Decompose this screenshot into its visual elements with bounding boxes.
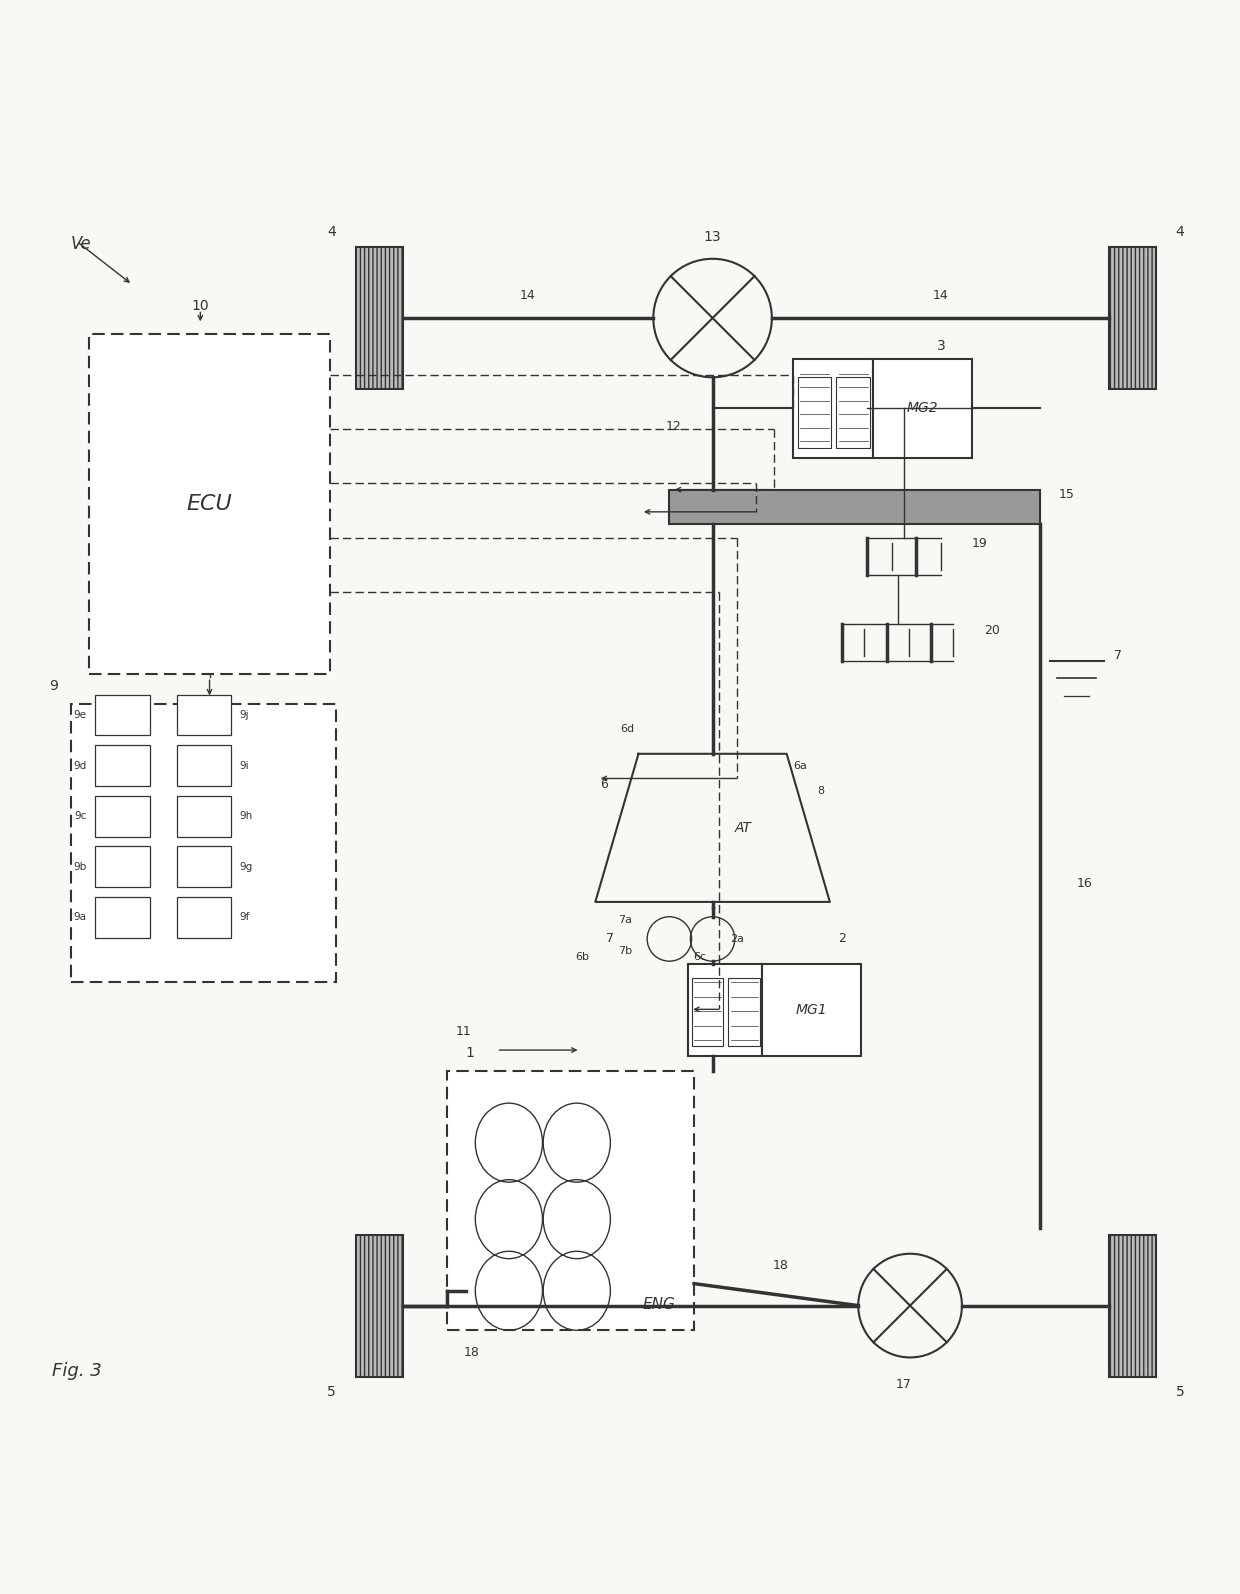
Text: ENG: ENG — [642, 1298, 676, 1312]
Text: 9d: 9d — [73, 760, 87, 770]
Text: 14: 14 — [520, 290, 536, 303]
Bar — [95, 744, 150, 786]
Text: 6a: 6a — [792, 762, 807, 771]
Bar — [797, 376, 832, 448]
Text: 9h: 9h — [239, 811, 253, 821]
Text: 3: 3 — [936, 340, 945, 354]
Bar — [688, 964, 761, 1057]
Text: 19: 19 — [972, 537, 987, 550]
Bar — [356, 1235, 403, 1377]
Bar — [873, 359, 972, 457]
Bar — [177, 846, 231, 888]
Text: 12: 12 — [666, 421, 682, 434]
Text: 9c: 9c — [74, 811, 87, 821]
Text: AT: AT — [735, 821, 751, 835]
Text: 20: 20 — [985, 623, 999, 638]
Bar — [177, 744, 231, 786]
Bar — [177, 897, 231, 937]
Text: 18: 18 — [464, 1345, 480, 1360]
Text: MG1: MG1 — [796, 1003, 827, 1017]
Text: 9j: 9j — [239, 709, 249, 720]
Text: 7: 7 — [606, 932, 614, 945]
Bar — [177, 695, 231, 735]
Text: 17: 17 — [897, 1379, 911, 1392]
Bar — [448, 1071, 694, 1331]
Bar — [89, 335, 330, 674]
Text: 9f: 9f — [239, 912, 250, 923]
Text: 5: 5 — [327, 1385, 336, 1400]
Text: 7a: 7a — [619, 915, 632, 926]
Bar — [177, 795, 231, 837]
Text: 4: 4 — [327, 225, 336, 239]
Text: 9i: 9i — [239, 760, 249, 770]
Text: Fig. 3: Fig. 3 — [52, 1361, 102, 1380]
Bar — [837, 376, 870, 448]
Bar — [692, 977, 723, 1046]
Bar — [761, 964, 861, 1057]
Text: ECU: ECU — [187, 494, 232, 513]
Text: 11: 11 — [456, 1025, 472, 1038]
Text: Ve: Ve — [71, 236, 92, 253]
Text: 18: 18 — [773, 1259, 789, 1272]
Text: 7b: 7b — [619, 947, 632, 956]
Text: 9g: 9g — [239, 862, 253, 872]
Bar — [95, 795, 150, 837]
Text: 1: 1 — [466, 1046, 475, 1060]
Bar — [71, 705, 336, 982]
Text: 16: 16 — [1076, 877, 1092, 889]
Text: 9: 9 — [50, 679, 58, 693]
Text: 6d: 6d — [620, 724, 634, 735]
Text: 15: 15 — [1058, 488, 1074, 501]
Text: 6b: 6b — [575, 953, 589, 963]
Text: 2: 2 — [838, 932, 846, 945]
Text: 8: 8 — [817, 786, 825, 795]
Text: MG2: MG2 — [906, 402, 939, 414]
Text: 5: 5 — [1176, 1385, 1184, 1400]
Bar — [95, 695, 150, 735]
Text: 7: 7 — [1114, 649, 1122, 662]
Bar — [670, 489, 1039, 524]
Text: 10: 10 — [191, 298, 210, 312]
Text: 9b: 9b — [73, 862, 87, 872]
Text: 13: 13 — [704, 230, 722, 244]
Text: 9a: 9a — [73, 912, 87, 923]
Text: 9e: 9e — [73, 709, 87, 720]
Text: 14: 14 — [932, 290, 949, 303]
Bar — [1109, 1235, 1156, 1377]
Text: 6c: 6c — [693, 953, 707, 963]
Text: 4: 4 — [1176, 225, 1184, 239]
Bar — [1109, 247, 1156, 389]
Text: 2a: 2a — [730, 934, 744, 944]
Bar — [356, 247, 403, 389]
Text: 6: 6 — [600, 778, 608, 791]
Bar — [95, 846, 150, 888]
Bar — [728, 977, 760, 1046]
Bar — [95, 897, 150, 937]
Bar — [792, 359, 873, 457]
